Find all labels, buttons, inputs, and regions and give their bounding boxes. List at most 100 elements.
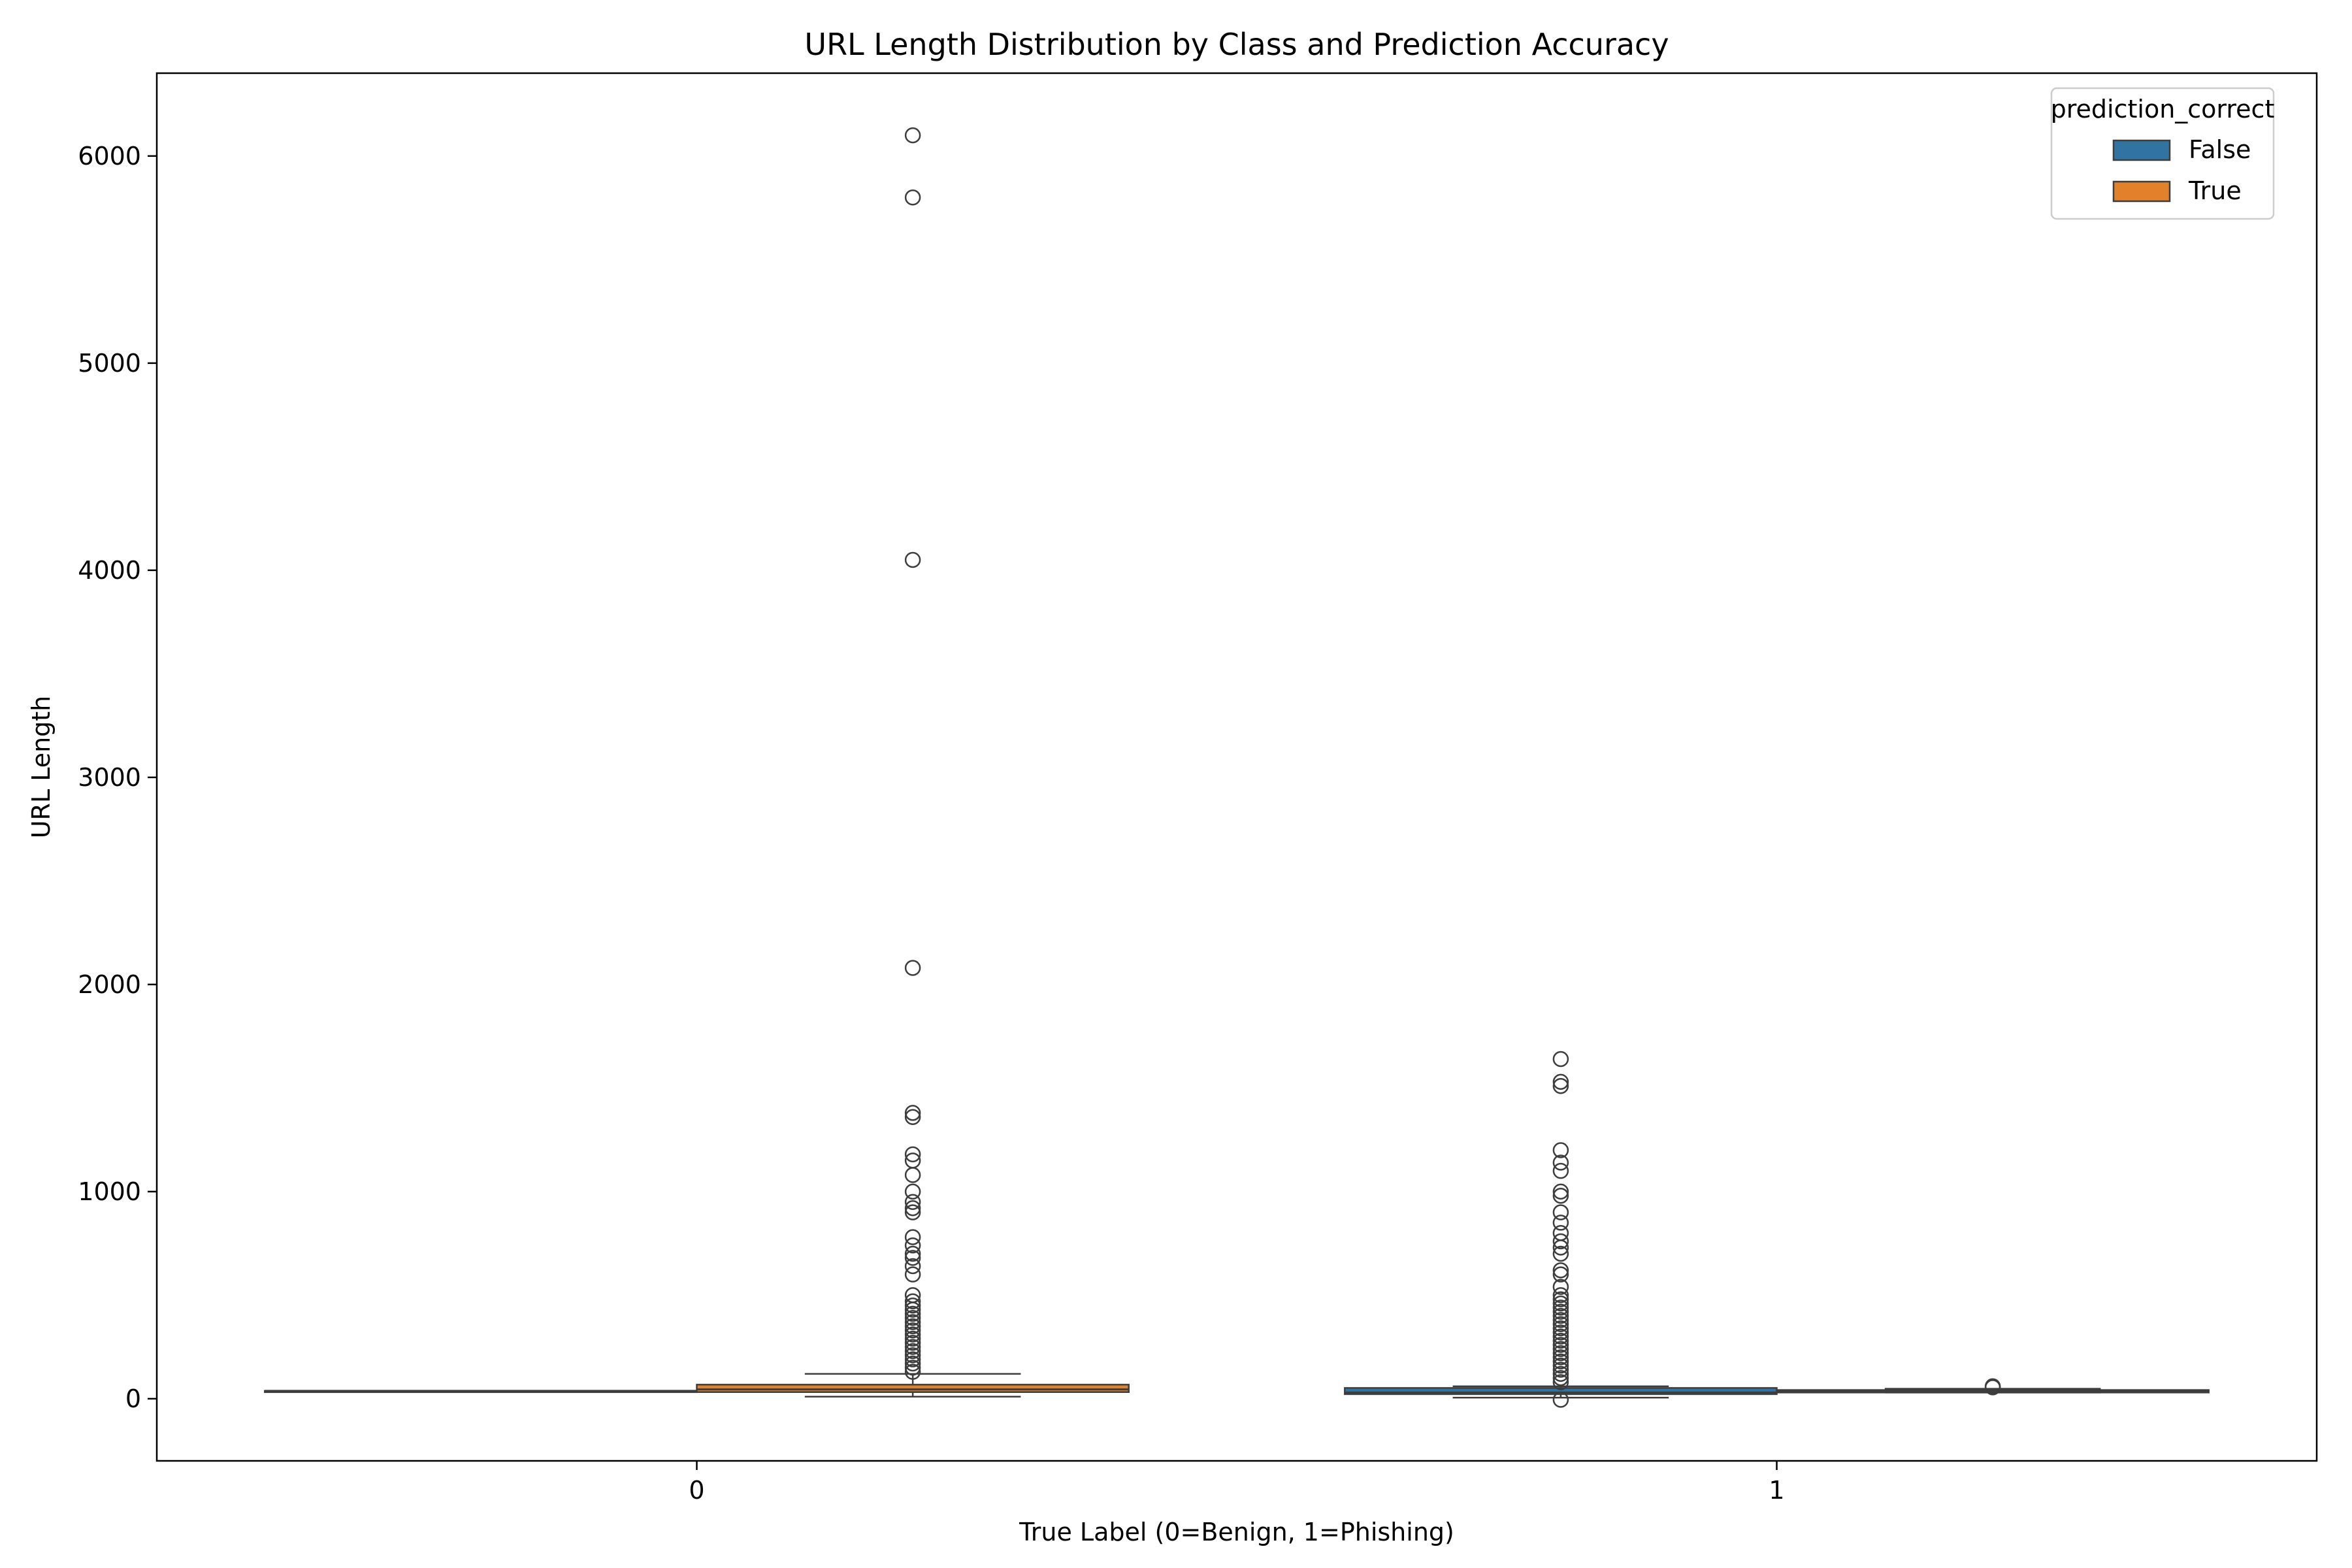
outlier-point <box>1552 1307 1569 1324</box>
outlier-point <box>904 1105 921 1121</box>
outlier-point <box>904 1360 921 1376</box>
outlier-point <box>1552 1357 1569 1374</box>
outlier-point <box>904 1310 921 1326</box>
outlier-point <box>904 1305 921 1322</box>
outlier-point <box>904 1326 921 1343</box>
outlier-point <box>1552 1245 1569 1262</box>
legend-label-false: False <box>2189 135 2251 164</box>
box-false-1 <box>1344 1051 1778 1408</box>
outlier-point <box>904 1347 921 1364</box>
outlier-point <box>904 1293 921 1310</box>
outlier-point <box>904 1287 921 1303</box>
outlier-point <box>904 1339 921 1355</box>
outlier-point <box>1552 1266 1569 1282</box>
outlier-point <box>1552 1369 1569 1386</box>
outlier-point <box>1552 1316 1569 1333</box>
outlier-point <box>904 1297 921 1314</box>
outlier-point <box>904 1351 921 1367</box>
outlier-point <box>1552 1215 1569 1231</box>
outlier-point <box>1552 1328 1569 1345</box>
outlier-point <box>1552 1077 1569 1094</box>
outlier-point <box>904 551 921 568</box>
outlier-point <box>1552 1262 1569 1279</box>
outlier-point <box>904 1237 921 1254</box>
outlier-point <box>1552 1183 1569 1200</box>
outlier-point <box>1552 1349 1569 1365</box>
outlier-point <box>904 960 921 976</box>
legend-title: prediction_correct <box>2051 95 2275 123</box>
outlier-point <box>1552 1233 1569 1250</box>
y-tick-label: 5000 <box>78 349 141 378</box>
box-body <box>696 1384 1130 1394</box>
outlier-point <box>904 1322 921 1339</box>
outlier-point <box>1552 1299 1569 1316</box>
legend-swatch-true <box>2112 180 2171 203</box>
outlier-point <box>904 1258 921 1275</box>
outlier-point <box>1552 1073 1569 1090</box>
outlier-point <box>904 1266 921 1282</box>
y-tick-label: 6000 <box>78 142 141 171</box>
outlier-point <box>1552 1345 1569 1362</box>
outlier-point <box>1552 1225 1569 1241</box>
outlier-point <box>904 1250 921 1266</box>
outlier-point <box>904 1146 921 1163</box>
y-tick-label: 4000 <box>78 556 141 585</box>
outlier-point <box>1552 1279 1569 1295</box>
axes: 0 1000 2000 3000 4000 5000 6000 0 1 <box>78 142 1784 1505</box>
outlier-point <box>1552 1204 1569 1220</box>
outlier-point <box>1552 1337 1569 1353</box>
outlier-point <box>904 1200 921 1217</box>
outlier-point <box>1984 1378 2001 1395</box>
outlier-point <box>1552 1320 1569 1337</box>
outlier-point <box>904 1318 921 1335</box>
plot-frame <box>155 72 2318 1462</box>
outlier-point <box>904 1183 921 1200</box>
outlier-point <box>904 1152 921 1169</box>
outlier-point <box>1552 1341 1569 1358</box>
y-tick-label: 2000 <box>78 970 141 999</box>
outlier-point <box>904 1343 921 1360</box>
outlier-point <box>1552 1303 1569 1320</box>
outlier-point <box>1552 1324 1569 1341</box>
y-tick-label: 0 <box>125 1384 141 1413</box>
x-tick-label: 0 <box>689 1476 704 1505</box>
outlier-point <box>904 1314 921 1330</box>
outlier-point <box>1552 1154 1569 1171</box>
outlier-point <box>904 1194 921 1210</box>
outlier-point <box>1552 1332 1569 1349</box>
outlier-point <box>1552 1287 1569 1303</box>
outlier-point <box>904 1330 921 1347</box>
outlier-point <box>904 1229 921 1245</box>
outlier-point <box>904 1355 921 1372</box>
outlier-point <box>1552 1051 1569 1068</box>
outlier-point <box>904 1335 921 1351</box>
box-true-1 <box>1776 1378 2210 1396</box>
outlier-point <box>1552 1312 1569 1328</box>
outlier-point <box>1552 1353 1569 1370</box>
outlier-point <box>1552 1365 1569 1382</box>
outlier-point <box>1552 1162 1569 1179</box>
y-tick-label: 1000 <box>78 1177 141 1206</box>
legend: prediction_correct False True <box>2051 87 2275 220</box>
outlier-point <box>1552 1295 1569 1312</box>
x-axis-label: True Label (0=Benign, 1=Phishing) <box>1019 1518 1454 1546</box>
box-true-0 <box>696 127 1130 1397</box>
outlier-point <box>904 1109 921 1126</box>
outlier-point <box>904 189 921 206</box>
outlier-point <box>1552 1291 1569 1307</box>
outlier-point <box>1552 1362 1569 1378</box>
outlier-point <box>1552 1142 1569 1158</box>
x-tick-label: 1 <box>1769 1476 1784 1505</box>
legend-label-true: True <box>2188 176 2242 205</box>
outlier-point <box>904 1204 921 1220</box>
box-false-0 <box>264 1390 698 1394</box>
y-tick-label: 3000 <box>78 763 141 792</box>
y-axis-label: URL Length <box>27 696 56 839</box>
outlier-point <box>1552 1392 1569 1408</box>
outlier-point <box>1552 1374 1569 1390</box>
outlier-point <box>1552 1187 1569 1204</box>
plot-area <box>264 127 2210 1408</box>
outlier-point <box>904 127 921 144</box>
